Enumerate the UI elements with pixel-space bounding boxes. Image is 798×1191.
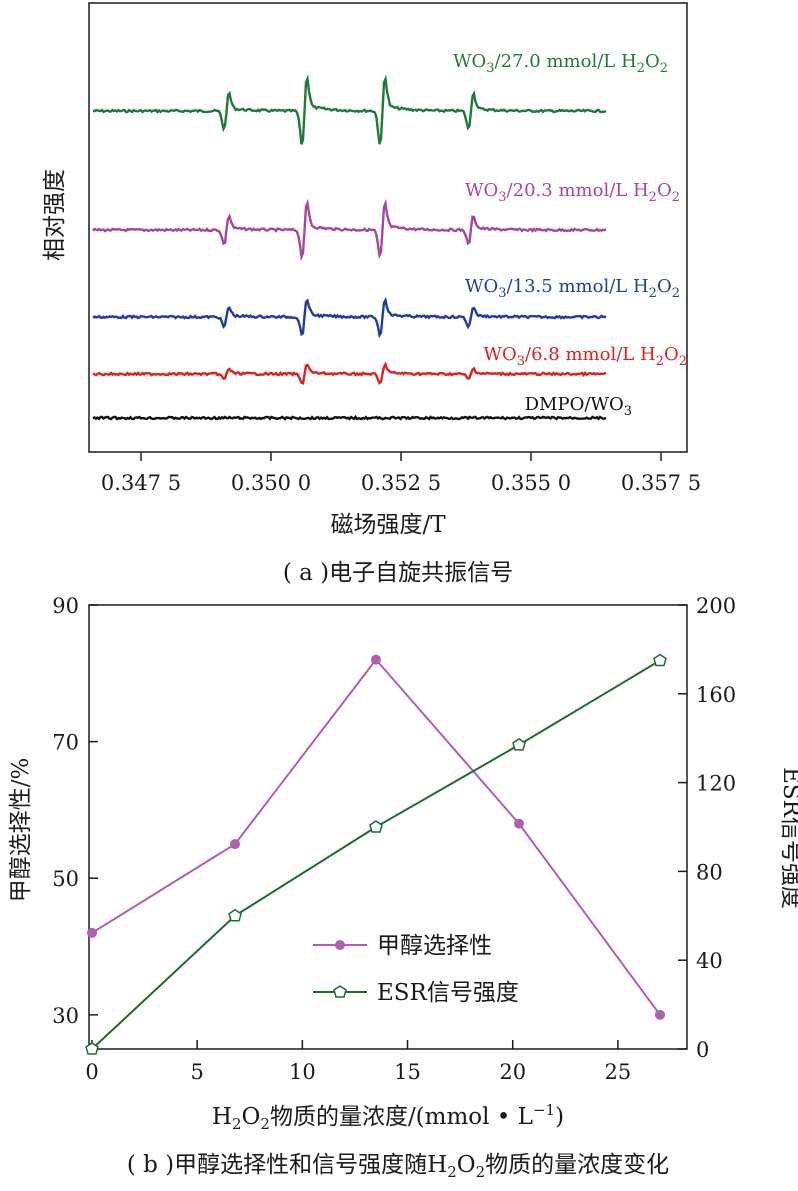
panel-b-left-y-ticks: 30 50 70 90	[52, 594, 98, 1028]
panel-b-right-tick-label: 160	[696, 683, 736, 707]
panel-a-x-tick-label: 0.350 0	[231, 471, 311, 495]
series-label-2: WO3/13.5 mmol/L H2O2	[465, 276, 680, 301]
spectrum-line-2	[92, 296, 607, 339]
series-label-1: WO3/20.3 mmol/L H2O2	[465, 180, 680, 205]
series-label-4: DMPO/WO3	[525, 394, 632, 419]
data-point-1	[228, 908, 242, 922]
panel-a-caption: ( a )电子自旋共振信号	[283, 560, 513, 586]
panel-a-x-axis-label: 磁场强度/T	[330, 512, 446, 538]
legend-label-methanol: 甲醇选择性	[377, 933, 492, 959]
panel-a-x-tick-label: 0.357 5	[621, 471, 701, 495]
data-point-0	[370, 654, 381, 665]
data-point-1	[653, 653, 667, 667]
data-point-0	[230, 839, 241, 850]
panel-a-x-tick-label: 0.355 0	[491, 471, 571, 495]
panel-b-x-tick-label: 20	[499, 1060, 526, 1084]
data-point-0	[654, 1009, 665, 1020]
caption-suffix: 物质的量浓度变化	[485, 1152, 669, 1178]
panel-b-x-tick-label: 15	[394, 1060, 421, 1084]
series-line-1	[91, 659, 661, 1050]
panel-b-x-tick-label: 10	[289, 1060, 316, 1084]
panel-b-right-y-ticks: 0 40 80 120 160 200	[678, 594, 736, 1062]
series-label-0: WO3/27.0 mmol/L H2O2	[453, 51, 668, 76]
panel-a-plot-frame	[88, 2, 688, 453]
panel-b-left-tick-label: 70	[52, 731, 79, 755]
panel-b-series	[85, 653, 667, 1055]
spectrum-line-3	[92, 361, 607, 385]
panel-b-left-tick-label: 30	[52, 1004, 79, 1028]
panel-a-esr-spectra: 0.347 5 0.350 0 0.352 5 0.355 0 0.357 5 WO3/…	[42, 2, 701, 586]
data-point-0	[87, 927, 97, 938]
data-point-1	[512, 737, 526, 751]
spectrum-line-4	[92, 414, 607, 421]
panel-b-x-axis-label: H2O2物质的量浓度/(mmol • L−1)	[212, 1101, 564, 1133]
series-line-0	[91, 658, 661, 1016]
legend-label-esr: ESR信号强度	[377, 980, 519, 1006]
panel-b-x-tick-label: 5	[190, 1060, 203, 1084]
panel-a-x-ticks: 0.347 5 0.350 0 0.352 5 0.355 0 0.357 5	[101, 452, 701, 495]
panel-b-right-tick-label: 80	[696, 860, 723, 884]
panel-b-left-y-axis-label: 甲醇选择性/%	[8, 758, 34, 903]
panel-a-spectra-lines	[92, 74, 607, 421]
panel-b-plot-frame	[88, 604, 688, 1050]
panel-b-left-tick-label: 50	[52, 867, 79, 891]
panel-a-y-axis-label: 相对强度	[42, 169, 68, 261]
panel-b-legend: 甲醇选择性 ESR信号强度	[313, 933, 519, 1006]
panel-b-x-tick-label: 0	[85, 1060, 98, 1084]
data-point-1	[369, 820, 383, 833]
data-point-1	[85, 1042, 99, 1055]
legend-marker-methanol	[335, 940, 345, 950]
series-label-3: WO3/6.8 mmol/L H2O2	[483, 344, 687, 369]
panel-b-right-tick-label: 120	[696, 772, 736, 796]
panel-b-right-y-axis-label: ESR信号强度	[778, 767, 798, 909]
panel-b-selectivity-chart: 0 5 10 15 20 25 30 50 70 90 0 40 80 120 160 200 甲醇选择性…	[8, 594, 798, 1181]
panel-a-series-labels: WO3/27.0 mmol/L H2O2 WO3/20.3 mmol/L H2O2…	[453, 51, 687, 419]
xlabel-prefix: H	[212, 1104, 232, 1130]
panel-a-x-tick-label: 0.352 5	[361, 471, 441, 495]
spectrum-line-0	[92, 74, 607, 145]
panel-a-x-tick-label: 0.347 5	[101, 471, 181, 495]
caption-prefix: ( b )甲醇选择性和信号强度随H	[127, 1152, 447, 1178]
spectrum-line-1	[92, 198, 607, 262]
panel-b-x-ticks: 0 5 10 15 20 25	[85, 1040, 631, 1084]
panel-b-right-tick-label: 40	[696, 949, 723, 973]
panel-b-caption: ( b )甲醇选择性和信号强度随H2O2物质的量浓度变化	[127, 1152, 669, 1181]
panel-b-right-tick-label: 200	[696, 594, 736, 618]
legend-marker-esr	[333, 985, 347, 998]
panel-b-right-tick-label: 0	[696, 1038, 709, 1062]
panel-b-left-tick-label: 90	[52, 594, 79, 618]
xlabel-suffix: 物质的量浓度/(mmol • L	[270, 1104, 533, 1130]
panel-b-x-tick-label: 25	[605, 1060, 632, 1084]
data-point-0	[514, 818, 525, 829]
